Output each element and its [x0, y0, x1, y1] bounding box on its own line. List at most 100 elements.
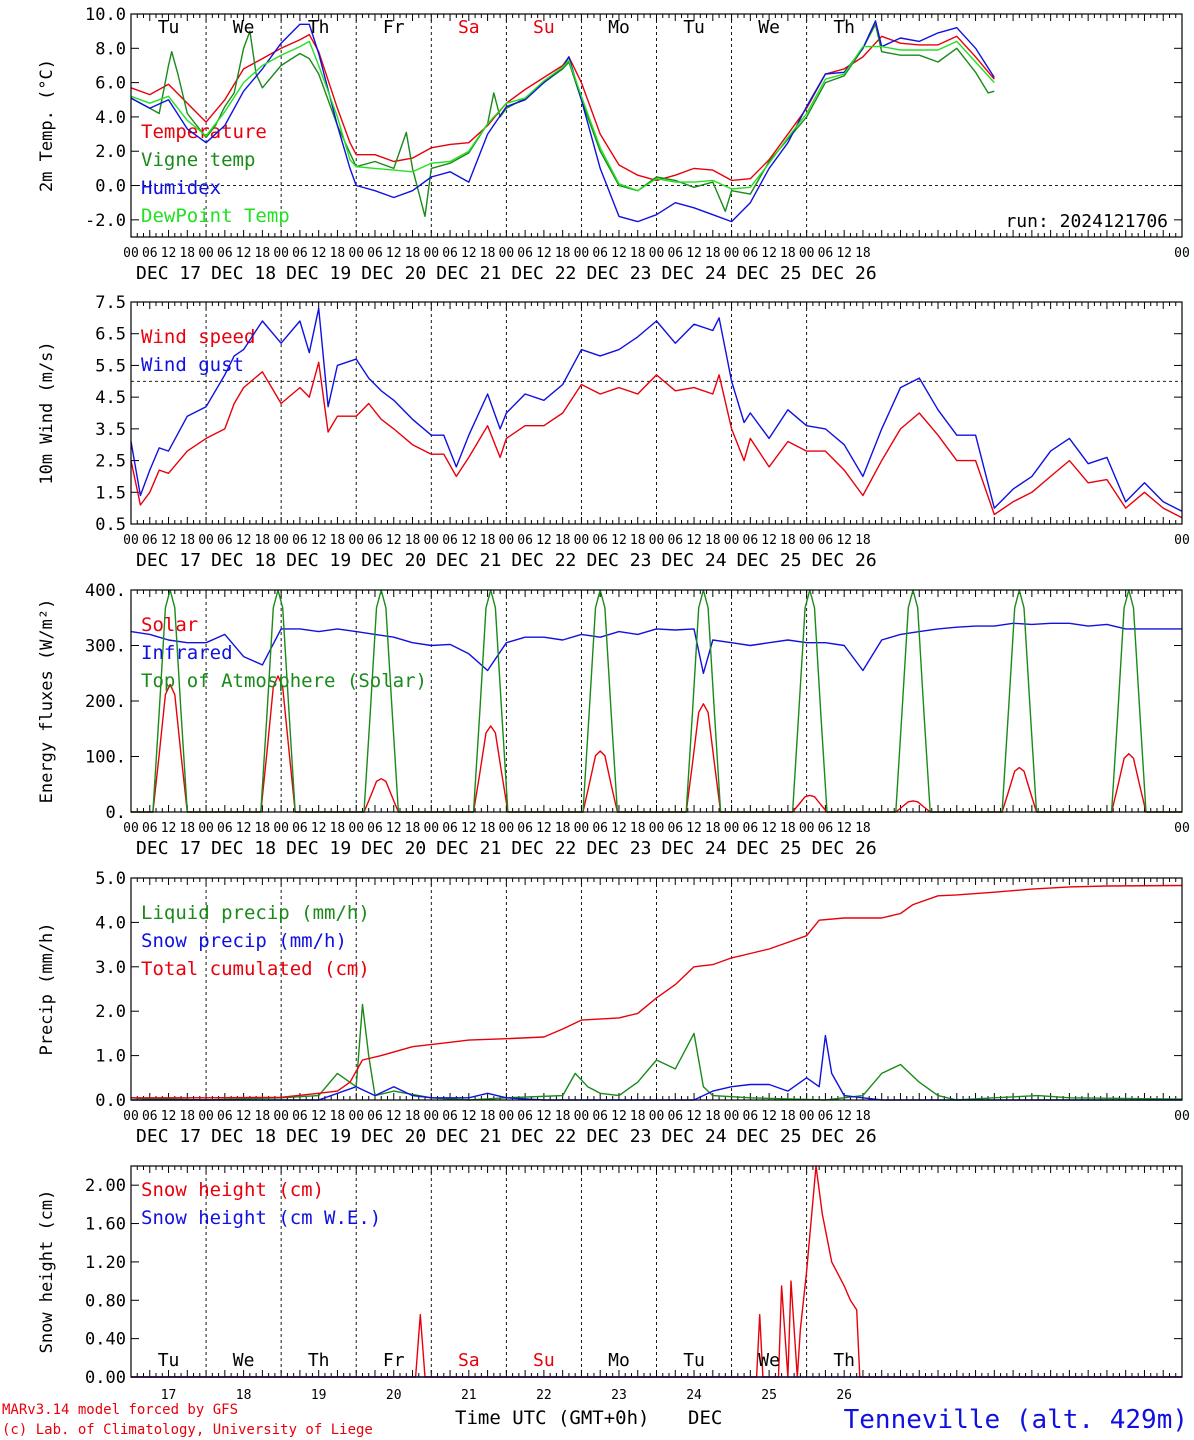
y-tick-label: 6.0 [95, 74, 126, 94]
hour-label: 12 [311, 821, 327, 836]
date-label: DEC 22 [511, 1126, 576, 1147]
x-axis-title: Time UTC (GMT+0h) [455, 1407, 649, 1429]
y-tick-label: 2.0 [95, 1002, 126, 1022]
chart-panel-4: 0.0 1.0 2.0 3.0 4.0 5.0 Precip (mm/h) Liquid pr… [37, 869, 1190, 1147]
y-tick-label: 1.5 [95, 483, 126, 503]
hour-label: 12 [761, 533, 777, 548]
hour-label: 12 [311, 533, 327, 548]
hour-label: 12 [761, 246, 777, 261]
hour-label: 12 [236, 533, 252, 548]
hour-label: 18 [405, 821, 421, 836]
hour-label: 12 [536, 1109, 552, 1124]
legend-entry-4: DewPoint Temp [141, 205, 290, 227]
weekday-label: Tu [683, 1350, 705, 1371]
day-number-label: 18 [236, 1388, 252, 1403]
hour-label: 00 [574, 533, 590, 548]
date-label: DEC 18 [211, 550, 276, 571]
hour-label: 00 [724, 1109, 740, 1124]
hour-label: 00 [198, 1109, 214, 1124]
date-label: DEC 20 [361, 263, 426, 284]
hour-label: 00 [348, 533, 364, 548]
hour-label: 06 [217, 1109, 233, 1124]
hour-label: 00 [123, 246, 139, 261]
series-line-1 [130, 1003, 1183, 1101]
y-axis-title: 10m Wind (m/s) [37, 341, 57, 484]
y-axis-title: Energy fluxes (W/m²) [37, 599, 57, 804]
hour-label: 06 [818, 533, 834, 548]
y-tick-label: 0.80 [85, 1291, 126, 1311]
date-label: DEC 20 [361, 1126, 426, 1147]
weekday-label: Mo [608, 1350, 630, 1371]
date-label: DEC 24 [662, 838, 727, 859]
hour-label: 12 [686, 821, 702, 836]
date-label: DEC 19 [286, 1126, 351, 1147]
plot-frame [130, 1165, 1183, 1378]
day-number-label: 17 [161, 1388, 177, 1403]
hour-label: 18 [555, 1109, 571, 1124]
weekday-label: Th [833, 17, 855, 38]
hour-label: 12 [461, 533, 477, 548]
y-axis-title: Precip (mm/h) [37, 922, 57, 1055]
hour-label: 00 [499, 533, 515, 548]
hour-label: 18 [555, 246, 571, 261]
hour-label: 06 [292, 533, 308, 548]
chart-panel-1: -2.0 0.0 2.0 4.0 6.0 8.0 10.0 2m Temp. (°C) Temp… [37, 5, 1190, 284]
legend-entry-1: Temperature [141, 121, 267, 143]
date-label: DEC 19 [286, 838, 351, 859]
y-tick-label: 1.60 [85, 1215, 126, 1235]
hour-label: 06 [442, 821, 458, 836]
date-label: DEC 20 [361, 550, 426, 571]
hour-label: 00 [724, 533, 740, 548]
hour-label: 12 [461, 821, 477, 836]
y-tick-label: 5.0 [95, 869, 126, 889]
run-label: run: 2024121706 [1005, 211, 1168, 232]
legend-entry-2: Vigne temp [141, 149, 255, 171]
date-label: DEC 25 [737, 550, 802, 571]
hour-label: 06 [517, 533, 533, 548]
hour-label: 00 [1174, 533, 1190, 548]
hour-label: 06 [142, 533, 158, 548]
hour-label: 18 [330, 246, 346, 261]
hour-label: 12 [536, 533, 552, 548]
hour-label: 18 [330, 1109, 346, 1124]
legend-entry-1: Solar [141, 614, 198, 636]
hour-label: 06 [442, 1109, 458, 1124]
date-label: DEC 19 [286, 550, 351, 571]
hour-label: 00 [499, 246, 515, 261]
hour-label: 00 [273, 821, 289, 836]
y-axis-title: 2m Temp. (°C) [37, 59, 57, 192]
hour-label: 18 [405, 1109, 421, 1124]
hour-label: 06 [142, 246, 158, 261]
hour-label: 12 [386, 821, 402, 836]
plot-frame [130, 13, 1183, 238]
hour-label: 06 [217, 533, 233, 548]
hour-label: 06 [367, 246, 383, 261]
hour-label: 06 [142, 1109, 158, 1124]
hour-label: 18 [405, 533, 421, 548]
weekday-label: We [758, 1350, 780, 1371]
hour-label: 12 [461, 246, 477, 261]
hour-label: 12 [386, 533, 402, 548]
date-label: DEC 21 [436, 263, 501, 284]
x-axis-month: DEC [688, 1407, 722, 1429]
date-label: DEC 17 [136, 1126, 201, 1147]
hour-label: 00 [574, 246, 590, 261]
hour-label: 18 [255, 1109, 271, 1124]
day-number-label: 25 [761, 1388, 777, 1403]
y-tick-label: 0.40 [85, 1330, 126, 1350]
hour-label: 12 [836, 246, 852, 261]
hour-label: 12 [686, 1109, 702, 1124]
hour-label: 06 [743, 821, 759, 836]
hour-label: 18 [855, 821, 871, 836]
date-label: DEC 18 [211, 838, 276, 859]
plot-frame [130, 589, 1183, 813]
hour-label: 18 [780, 1109, 796, 1124]
hour-label: 12 [386, 246, 402, 261]
day-number-label: 23 [611, 1388, 627, 1403]
day-number-label: 19 [311, 1388, 327, 1403]
hour-label: 06 [818, 246, 834, 261]
hour-label: 06 [592, 246, 608, 261]
hour-label: 06 [743, 1109, 759, 1124]
y-tick-label: 6.5 [95, 325, 126, 345]
series-line-2 [131, 1034, 1182, 1101]
